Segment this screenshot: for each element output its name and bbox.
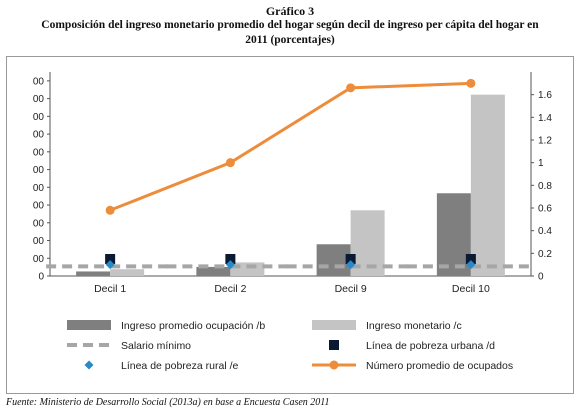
- pobreza-urbana-marker: [105, 254, 116, 264]
- x-tick-label: Decil 1: [94, 283, 126, 295]
- bar-ingreso-monetario: [110, 269, 145, 276]
- x-tick-label: Decil 2: [214, 283, 246, 295]
- chart-title: Composición del ingreso monetario promed…: [41, 19, 539, 31]
- bar-ingreso-ocupacion: [316, 244, 351, 276]
- pobreza-urbana-marker: [465, 254, 476, 264]
- bar-ingreso-ocupacion: [436, 193, 471, 276]
- ocupados-point: [225, 158, 235, 168]
- legend-swatch-monetario: [312, 320, 356, 330]
- left-axis-tick-label: 00: [33, 165, 45, 176]
- left-axis-tick-label: 00: [33, 236, 45, 247]
- chart-svg: 0000000000000000000000000.20.40.60.811.2…: [33, 72, 552, 372]
- right-axis-tick-label: 0.8: [538, 181, 552, 192]
- pobreza-urbana-marker: [345, 254, 356, 264]
- legend-swatch-pobreza-urbana: [329, 340, 339, 350]
- x-tick-label: Decil 10: [452, 283, 490, 295]
- ocupados-line: [109, 81, 471, 212]
- ocupados-point: [105, 205, 115, 215]
- left-axis-tick-label: 00: [33, 130, 45, 141]
- legend-swatch-pobreza-rural: [84, 360, 94, 370]
- pobreza-rural-marker: [466, 260, 476, 270]
- legend-swatch-ocupacion: [67, 320, 111, 330]
- right-axis-tick-label: 0.6: [538, 204, 552, 215]
- bar-ingreso-monetario: [470, 94, 505, 276]
- left-axis-tick-label: 00: [33, 76, 45, 87]
- left-axis-tick-label: 00: [33, 147, 45, 158]
- right-axis-tick-label: 0: [538, 272, 544, 283]
- right-axis-tick-label: 0.2: [538, 249, 552, 260]
- left-axis-tick-label: 00: [33, 218, 45, 229]
- bar-ingreso-ocupacion: [76, 271, 111, 276]
- legend-label: Ingreso monetario /c: [366, 320, 462, 332]
- right-axis-tick-label: 0.4: [538, 226, 552, 237]
- legend-label: Línea de pobreza rural /e: [121, 360, 238, 372]
- right-axis-tick-label: 1.2: [538, 136, 552, 147]
- right-axis-tick-label: 1.6: [538, 90, 552, 101]
- left-axis-tick-label: 00: [33, 183, 45, 194]
- bar-ingreso-ocupacion: [196, 266, 231, 276]
- ocupados-point: [466, 78, 476, 88]
- left-axis-tick-label: 0: [38, 272, 44, 283]
- pobreza-urbana-marker: [225, 254, 236, 264]
- legend-swatch-ocupados-point: [329, 360, 339, 370]
- pobreza-rural-marker: [225, 260, 235, 270]
- chart-title-units: 2011 (porcentajes): [245, 34, 335, 46]
- source-note: Fuente: Ministerio de Desarrollo Social …: [6, 397, 330, 408]
- left-axis-tick-label: 00: [33, 94, 45, 105]
- pobreza-rural-marker: [346, 260, 356, 270]
- legend-label: Ingreso promedio ocupación /b: [121, 320, 265, 332]
- chart-frame: 0 00 00 00 00 00 00 00 00 00 00 00 0 0.2 0.4 0.6 0.8 1 1.2…: [6, 56, 574, 394]
- right-axis-tick-label: 1: [538, 158, 544, 169]
- chart-title-label: Gráfico 3: [265, 4, 315, 18]
- legend-label: Línea de pobreza urbana /d: [366, 340, 495, 352]
- left-axis-tick-label: 00: [33, 201, 45, 212]
- x-tick-label: Decil 9: [335, 283, 367, 295]
- ocupados-point: [346, 83, 356, 93]
- left-axis-tick-label: 00: [33, 254, 45, 265]
- legend-label: Salario mínimo: [121, 340, 191, 352]
- legend-label: Número promedio de ocupados: [366, 360, 513, 372]
- pobreza-rural-marker: [105, 260, 115, 270]
- left-axis-tick-label: 00: [33, 112, 45, 123]
- right-axis-tick-label: 1.4: [538, 113, 552, 124]
